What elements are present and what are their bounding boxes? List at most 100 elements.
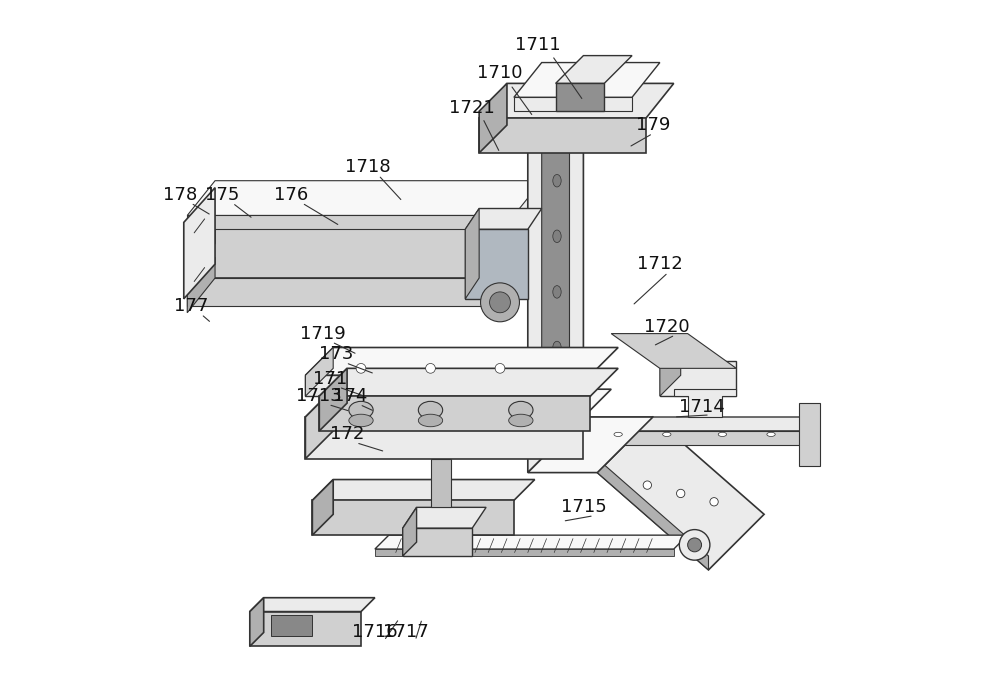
Circle shape [677,489,685,498]
Polygon shape [403,507,486,528]
Text: 171: 171 [313,370,347,388]
Ellipse shape [553,286,561,298]
Ellipse shape [349,402,373,418]
Polygon shape [465,229,528,299]
Circle shape [710,498,718,506]
Polygon shape [319,368,618,396]
Polygon shape [305,348,618,375]
Text: 1712: 1712 [637,255,683,273]
Text: 1719: 1719 [300,325,346,343]
Polygon shape [250,598,264,646]
Polygon shape [250,612,361,646]
Text: 1717: 1717 [383,623,429,641]
Text: 176: 176 [274,186,309,204]
Polygon shape [305,389,611,417]
Ellipse shape [418,414,443,427]
Polygon shape [312,480,333,535]
Polygon shape [187,195,542,229]
Text: 175: 175 [205,186,239,204]
Ellipse shape [509,414,533,427]
Polygon shape [430,459,451,507]
Text: 179: 179 [636,116,670,134]
Polygon shape [569,431,806,445]
Text: 173: 173 [319,345,354,363]
Text: 178: 178 [163,186,197,204]
Polygon shape [305,417,583,459]
Text: 1721: 1721 [449,99,495,117]
Polygon shape [542,90,569,431]
Polygon shape [528,70,653,125]
Polygon shape [660,361,736,396]
Polygon shape [312,500,514,535]
Polygon shape [514,97,632,111]
Circle shape [356,363,366,373]
Polygon shape [305,389,333,459]
Polygon shape [597,417,764,570]
Polygon shape [403,528,472,556]
Text: 1715: 1715 [561,498,606,516]
Polygon shape [305,375,590,396]
Polygon shape [611,334,736,368]
Ellipse shape [663,432,671,436]
Polygon shape [257,213,275,219]
Polygon shape [319,368,347,431]
Polygon shape [187,278,514,306]
Ellipse shape [553,174,561,187]
Polygon shape [312,480,535,500]
Text: 1716: 1716 [352,623,398,641]
Polygon shape [187,229,514,278]
Polygon shape [479,118,646,153]
Polygon shape [556,83,604,111]
Ellipse shape [553,230,561,243]
Ellipse shape [418,402,443,418]
Polygon shape [479,83,674,118]
Text: 177: 177 [174,297,208,315]
Circle shape [679,530,710,560]
Circle shape [490,292,510,313]
Polygon shape [465,208,479,299]
Circle shape [495,363,505,373]
Polygon shape [479,83,507,153]
Polygon shape [528,417,653,473]
Polygon shape [375,549,674,556]
Circle shape [688,538,702,552]
Text: 1720: 1720 [644,318,690,336]
Polygon shape [597,459,708,570]
Polygon shape [674,389,736,417]
Polygon shape [465,208,542,229]
Ellipse shape [767,432,775,436]
Polygon shape [250,598,375,612]
Ellipse shape [614,432,622,436]
Circle shape [643,481,652,489]
Text: 1713: 1713 [296,387,342,405]
Polygon shape [187,181,542,215]
Polygon shape [528,70,583,473]
Polygon shape [451,213,469,219]
Polygon shape [187,215,514,229]
Polygon shape [799,403,820,466]
Text: 1711: 1711 [515,36,561,54]
Polygon shape [514,63,660,97]
Polygon shape [403,507,417,556]
Text: 174: 174 [333,387,368,405]
Ellipse shape [718,432,727,436]
Polygon shape [569,417,813,431]
Text: 1718: 1718 [345,158,391,176]
Ellipse shape [349,414,373,427]
Ellipse shape [509,402,533,418]
Polygon shape [347,213,365,219]
Polygon shape [375,535,688,549]
Polygon shape [319,396,590,431]
Ellipse shape [553,341,561,354]
Polygon shape [187,257,215,313]
Circle shape [481,283,519,322]
Text: 172: 172 [330,425,364,443]
Circle shape [426,363,435,373]
Polygon shape [184,188,215,299]
Polygon shape [271,615,312,636]
Text: 1710: 1710 [477,64,523,82]
Polygon shape [660,341,681,396]
Polygon shape [556,56,632,83]
Polygon shape [305,348,333,396]
Text: 1714: 1714 [679,398,724,416]
